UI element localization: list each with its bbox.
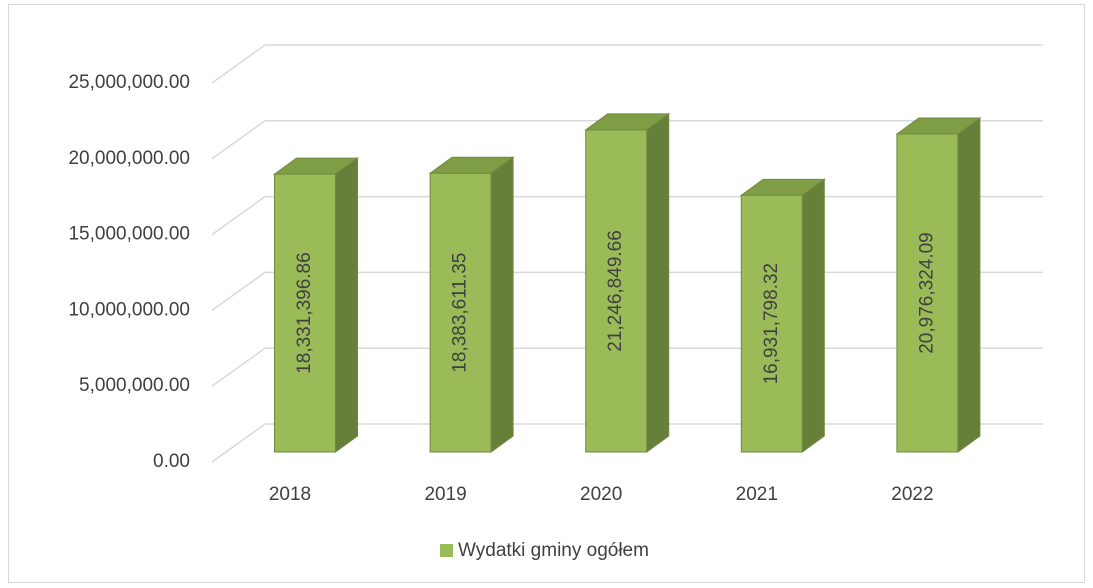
bar-side bbox=[646, 112, 670, 453]
bar-side bbox=[957, 117, 981, 453]
value-label: 18,331,396.86 bbox=[294, 252, 315, 374]
legend-swatch bbox=[440, 544, 453, 557]
x-tick-label: 2021 bbox=[736, 484, 778, 505]
y-tick-label: 5,000,000.00 bbox=[79, 375, 190, 396]
bar bbox=[429, 172, 492, 453]
y-tick-label: 25,000,000.00 bbox=[68, 72, 190, 93]
bar-side bbox=[490, 156, 514, 453]
value-label: 16,931,798.32 bbox=[761, 263, 782, 385]
x-tick-label: 2018 bbox=[269, 484, 311, 505]
x-tick-label: 2020 bbox=[580, 484, 622, 505]
value-label: 20,976,324.09 bbox=[916, 232, 937, 354]
value-label: 21,246,849.66 bbox=[605, 230, 626, 352]
bar bbox=[585, 129, 648, 453]
grid-line bbox=[211, 120, 1043, 160]
legend-label: Wydatki gminy ogółem bbox=[458, 540, 649, 561]
bar bbox=[896, 133, 959, 453]
value-label: 18,383,611.35 bbox=[450, 253, 471, 373]
bar-side bbox=[801, 178, 825, 453]
y-tick-label: 20,000,000.00 bbox=[68, 148, 190, 169]
y-tick-label: 15,000,000.00 bbox=[68, 224, 190, 245]
bar bbox=[740, 194, 803, 453]
bar-side bbox=[335, 157, 358, 453]
grid-line bbox=[211, 44, 1043, 84]
y-tick-label: 10,000,000.00 bbox=[68, 299, 190, 320]
x-tick-label: 2019 bbox=[424, 484, 466, 505]
y-tick-label: 0.00 bbox=[153, 451, 190, 472]
x-tick-label: 2022 bbox=[891, 484, 933, 505]
bar bbox=[274, 173, 336, 453]
